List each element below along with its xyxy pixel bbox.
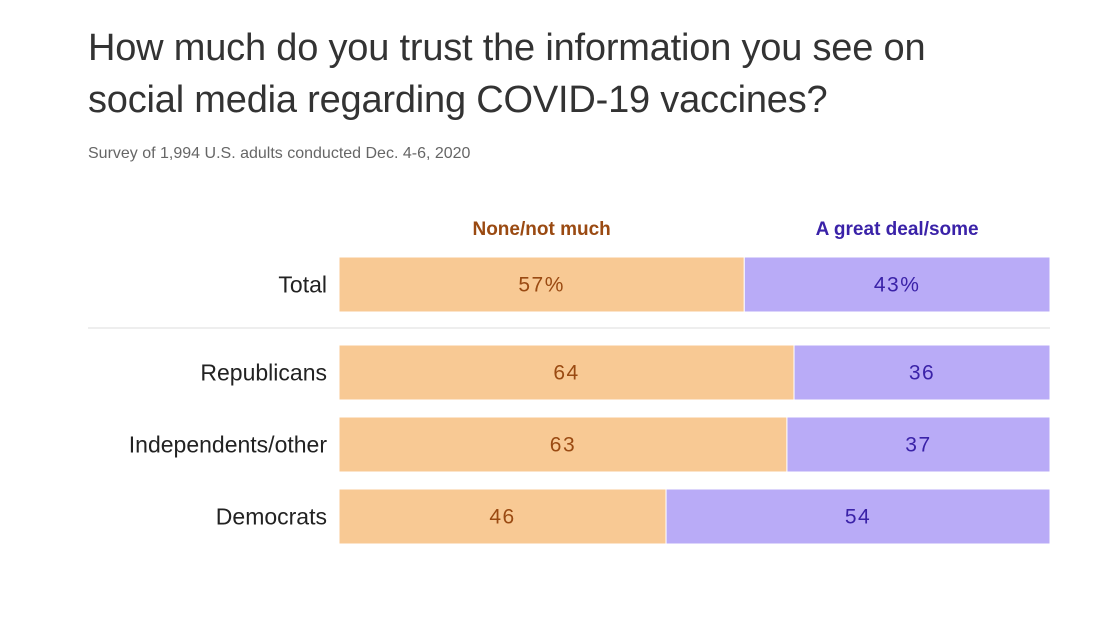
bar-segment-democrats-great-deal-some	[665, 488, 1051, 545]
value-label-democrats-great-deal-some: 54	[845, 506, 871, 529]
value-label-independents-other-none-not-much: 63	[550, 434, 576, 457]
value-label-republicans-great-deal-some: 36	[909, 362, 935, 385]
chart-title: How much do you trust the information yo…	[88, 27, 926, 121]
bar-row-republicans: Republicans 64 36	[200, 344, 1051, 401]
bar-segment-democrats-none-not-much	[338, 488, 667, 545]
value-label-total-great-deal-some: 43%	[874, 274, 921, 297]
row-label-democrats: Democrats	[216, 504, 327, 530]
legend-none-not-much: None/not much	[472, 219, 610, 240]
bar-segment-independents-other-great-deal-some	[786, 416, 1051, 473]
value-label-democrats-none-not-much: 46	[489, 506, 515, 529]
bar-row-democrats: Democrats 46 54	[216, 488, 1051, 545]
legend-a-great-deal-some: A great deal/some	[816, 219, 979, 240]
bar-segment-republicans-none-not-much	[338, 344, 795, 401]
bar-segment-independents-other-none-not-much	[338, 416, 788, 473]
value-label-total-none-not-much: 57%	[518, 274, 565, 297]
bar-row-total: Total 57% 43%	[278, 256, 1051, 313]
bar-segment-total-none-not-much	[338, 256, 745, 313]
row-label-independents-other: Independents/other	[129, 432, 328, 458]
chart-subtitle: Survey of 1,994 U.S. adults conducted De…	[88, 145, 471, 162]
bar-row-independents-other: Independents/other 63 37	[129, 416, 1051, 473]
bar-segment-republicans-great-deal-some	[793, 344, 1051, 401]
bar-segment-total-great-deal-some	[743, 256, 1051, 313]
row-label-republicans: Republicans	[200, 360, 327, 386]
value-label-republicans-none-not-much: 64	[553, 362, 579, 385]
value-label-independents-other-great-deal-some: 37	[905, 434, 931, 457]
row-label-total: Total	[278, 272, 327, 298]
